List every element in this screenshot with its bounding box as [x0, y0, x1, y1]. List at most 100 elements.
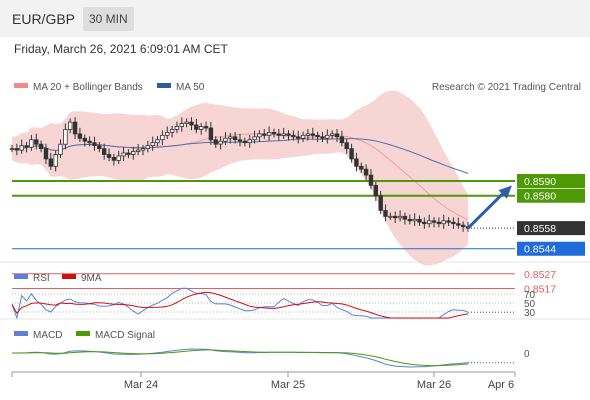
candle-body [203, 126, 209, 129]
rsi-ma-legend-label: 9MA [81, 273, 102, 284]
candle-body [237, 139, 243, 142]
timestamp: Friday, March 26, 2021 6:09:01 AM CET [14, 42, 228, 56]
candle-body [9, 148, 15, 151]
ma50-legend-label: MA 50 [176, 82, 205, 93]
candle-body [14, 148, 20, 151]
candle-body [82, 137, 87, 142]
candle-body [383, 210, 388, 217]
candle-body [228, 136, 233, 139]
candle-body [344, 142, 349, 149]
candle-body [300, 134, 306, 139]
candle-body [320, 136, 325, 139]
level-label-box [517, 188, 585, 203]
x-tick-label: Mar 26 [417, 379, 451, 391]
candle-body [106, 154, 112, 158]
forecast-arrow-head [498, 185, 512, 199]
candle-body [431, 220, 437, 223]
candle-body [266, 131, 272, 136]
candle-body [363, 168, 369, 176]
candle-body [271, 131, 277, 135]
candle-body [34, 139, 39, 145]
level-label: 0.8558 [524, 223, 556, 235]
candle-body [388, 215, 393, 218]
x-tick-label: Mar 25 [271, 379, 305, 391]
candle-body [412, 218, 417, 222]
candle-body [213, 139, 218, 145]
x-tick-label: Mar 24 [124, 379, 158, 391]
candle-body [310, 133, 315, 136]
candle-body [436, 221, 442, 225]
candle-body [24, 145, 29, 148]
candle-body [422, 221, 427, 225]
candle-body [456, 223, 461, 226]
candle-body [140, 148, 146, 151]
candle-body [451, 221, 456, 225]
forecast-arrow-shaft [466, 188, 509, 230]
candle-body [397, 215, 403, 219]
candle-body [247, 139, 252, 144]
credit-label: Research © 2021 Trading Central [432, 82, 581, 93]
candle-body [189, 121, 194, 126]
rsi-legend-swatch [14, 274, 28, 279]
candle-body [295, 136, 301, 139]
candle-body [368, 174, 374, 186]
candle-body [169, 129, 175, 133]
rsi-ma-line [11, 291, 469, 319]
bollinger-band [12, 90, 468, 266]
candle-body [286, 133, 291, 136]
candle-body [257, 133, 262, 138]
macd-signal-legend-label: MACD Signal [95, 330, 155, 341]
candle-body [378, 195, 383, 211]
candle-body [218, 140, 223, 145]
rsi-70-label: 70 [524, 290, 536, 301]
candle-body [334, 133, 340, 138]
symbol-label: EUR/GBP [12, 11, 76, 27]
candle-body [145, 145, 150, 149]
title-bar: EUR/GBP 30 MIN [0, 0, 590, 37]
candle-body [242, 140, 248, 144]
level-label-box [517, 174, 585, 188]
candle-body [174, 126, 180, 130]
candle-body [325, 134, 330, 139]
candle-body [208, 127, 214, 141]
candle-body [77, 133, 83, 139]
candle-body [194, 124, 199, 130]
candle-body [164, 131, 170, 136]
candle-body [407, 218, 412, 222]
candle-body [155, 139, 160, 144]
candle-body [126, 152, 131, 155]
level-label-box [517, 241, 585, 256]
level-label-box [517, 221, 585, 236]
macd-zero-label: 0 [524, 349, 530, 360]
candle-body [116, 155, 121, 161]
candle-body [43, 148, 49, 160]
rsi-30-label: 30 [524, 308, 536, 319]
x-tick-label: Apr 6 [488, 379, 514, 391]
candle-body [68, 121, 73, 130]
candle-body [291, 134, 296, 138]
candle-body [373, 184, 378, 197]
candle-body [349, 148, 354, 160]
candle-body [160, 134, 165, 141]
level-label: 0.8517 [524, 284, 556, 296]
candle-body [87, 140, 92, 144]
candle-body [402, 215, 408, 220]
candle-body [111, 156, 117, 161]
candle-body [262, 133, 267, 136]
candle-body [131, 151, 136, 155]
candle-body [460, 224, 466, 228]
candle-body [97, 145, 102, 149]
candle-body [315, 134, 320, 138]
candle-body [329, 133, 335, 136]
timeframe-button[interactable]: 30 MIN [83, 7, 134, 31]
candle-body [446, 220, 451, 223]
rsi-50-label: 50 [524, 299, 536, 310]
ma50-legend-swatch [157, 83, 171, 88]
candle-body [339, 136, 345, 144]
macd-signal-line [12, 349, 469, 367]
level-label: 0.8527 [524, 269, 556, 281]
candle-body [359, 165, 364, 170]
ma20-legend-swatch [14, 83, 28, 88]
level-label: 0.8590 [524, 176, 556, 188]
candle-body [276, 133, 281, 136]
